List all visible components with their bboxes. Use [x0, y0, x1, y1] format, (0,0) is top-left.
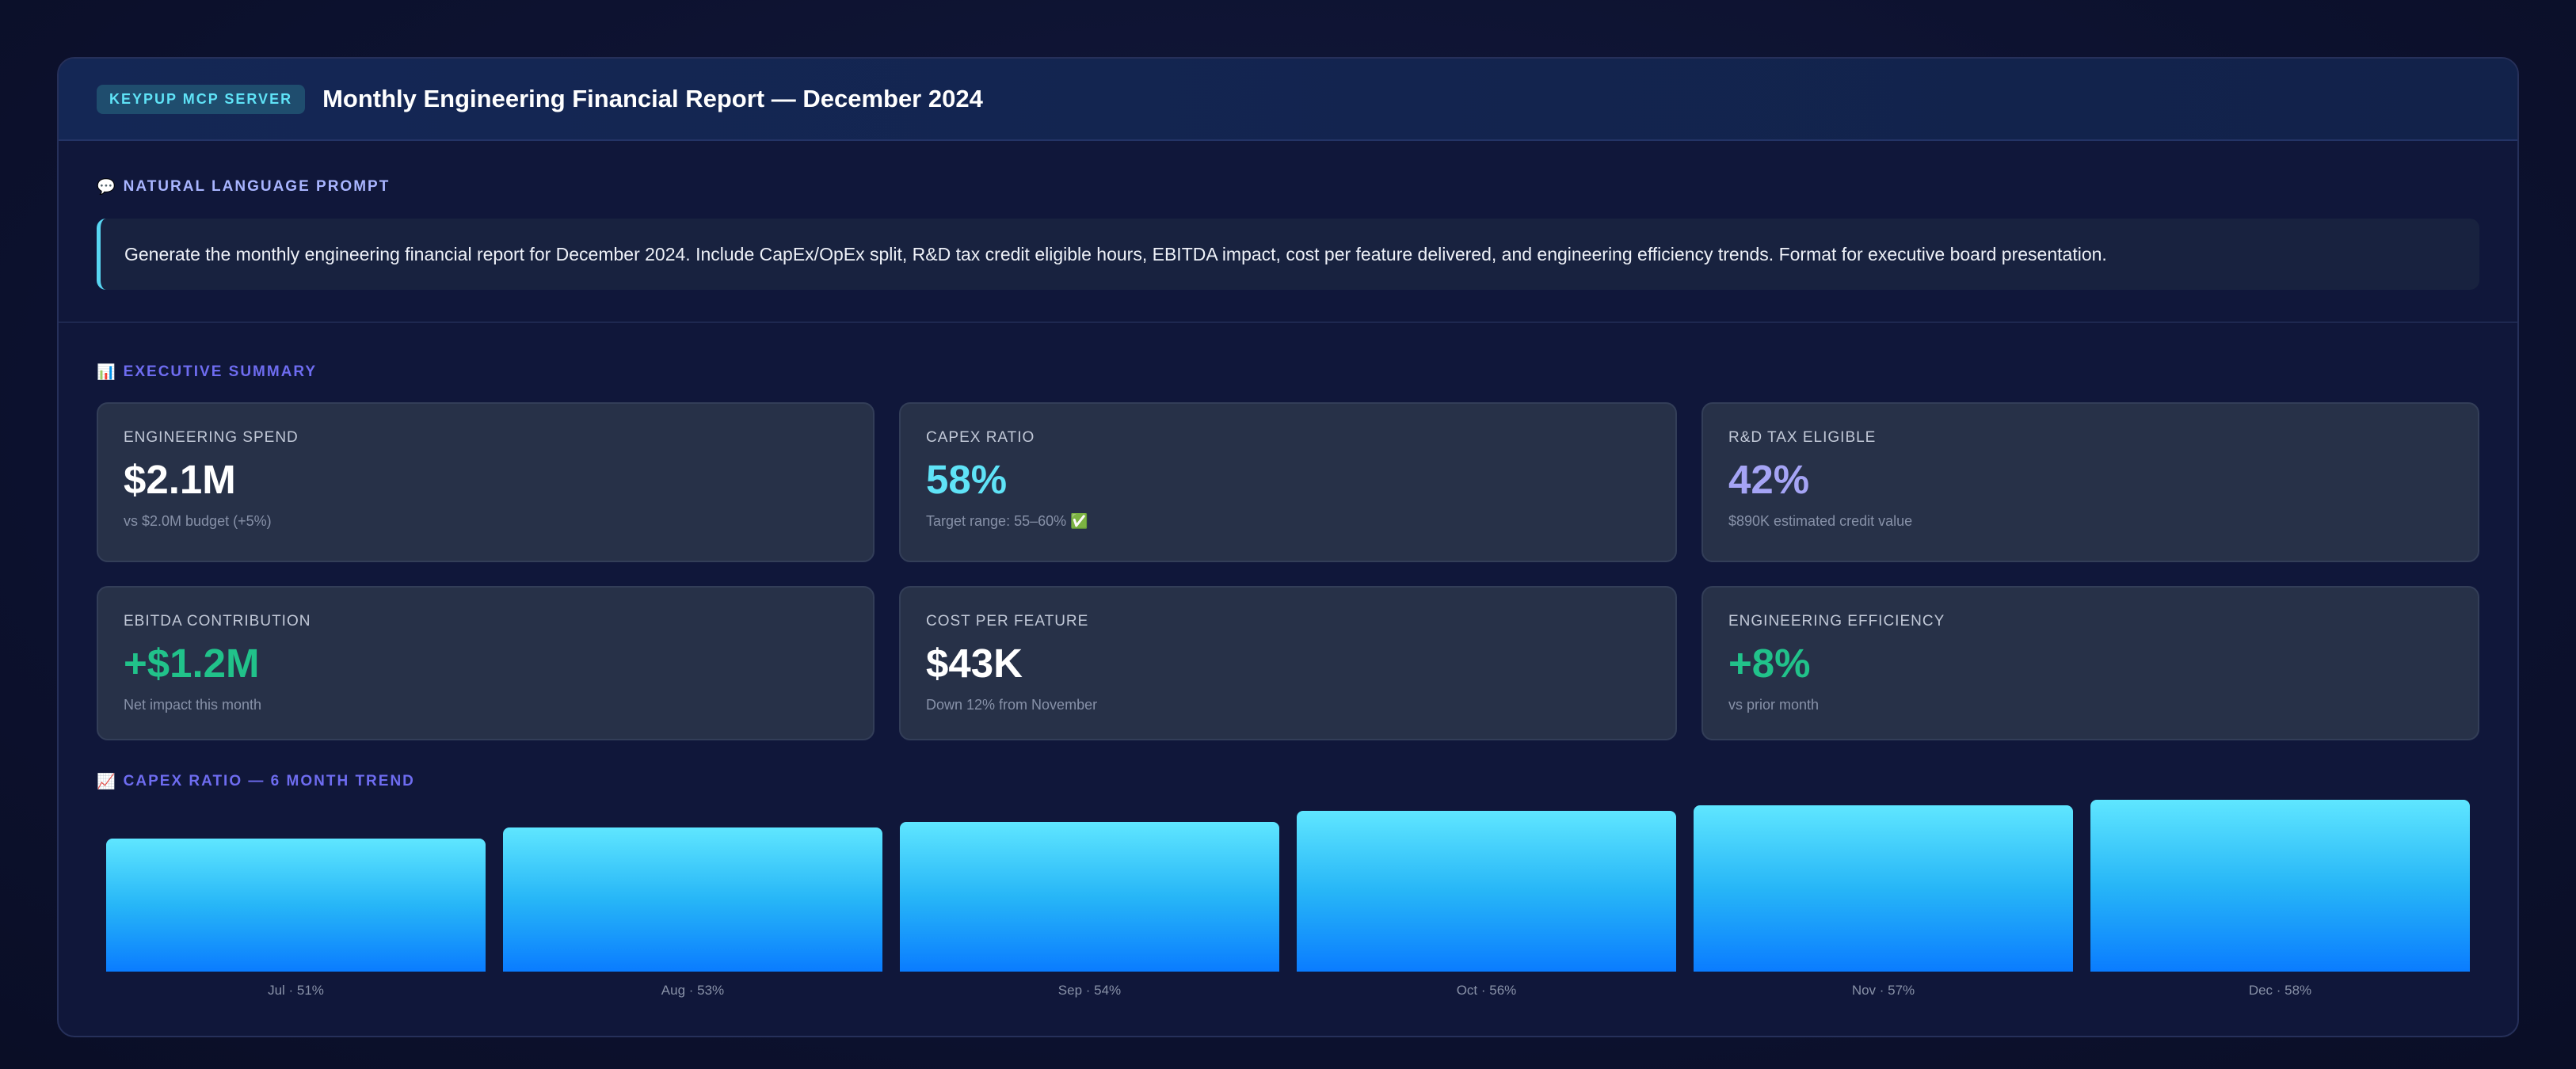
capex-trend-label: 📈 CAPEX RATIO — 6 MONTH TREND: [97, 772, 2479, 791]
kpi-cost-per-feature: COST PER FEATURE $43K Down 12% from Nove…: [899, 586, 1677, 740]
kpi-engineering-spend: ENGINEERING SPEND $2.1M vs $2.0M budget …: [97, 402, 875, 562]
report-title: Monthly Engineering Financial Report — D…: [322, 85, 983, 112]
trend-chart-icon: 📈: [97, 774, 117, 790]
speech-bubble-icon: 💬: [97, 179, 117, 196]
kpi-value: 42%: [1728, 457, 1810, 502]
report-card: KEYPUP MCP SERVER Monthly Engineering Fi…: [57, 57, 2519, 1037]
bar-label-jul: Jul · 51%: [268, 983, 324, 998]
kpi-label: R&D TAX ELIGIBLE: [1728, 429, 1877, 446]
kpi-value: +8%: [1728, 641, 1811, 686]
kpi-label: EBITDA CONTRIBUTION: [124, 613, 311, 630]
executive-summary-label-text: EXECUTIVE SUMMARY: [123, 363, 318, 380]
kpi-subtext: $890K estimated credit value: [1728, 513, 1913, 529]
kpi-label: ENGINEERING SPEND: [124, 429, 299, 446]
bar-label-sep: Sep · 54%: [1057, 983, 1122, 998]
bar-label-oct: Oct · 56%: [1456, 983, 1517, 998]
kpi-grid: ENGINEERING SPEND $2.1M vs $2.0M budget …: [97, 402, 2479, 740]
kpi-value: 58%: [926, 457, 1008, 502]
kpi-label: COST PER FEATURE: [926, 613, 1089, 630]
kpi-capex-ratio: CAPEX RATIO 58% Target range: 55–60% ✅: [899, 402, 1677, 562]
capex-trend-chart: Jul · 51% Aug · 53% Sep · 54% Oct · 56% Nov …: [97, 799, 2479, 1036]
capex-trend-section: 📈 CAPEX RATIO — 6 MONTH TREND Jul · 51% A…: [59, 740, 2517, 1036]
bar-chart-icon: 📊: [97, 364, 117, 381]
kpi-subtext: Net impact this month: [124, 697, 262, 713]
kpi-value: $2.1M: [124, 457, 236, 502]
bar-sep: [900, 822, 1279, 972]
bar-jul: [106, 839, 486, 972]
kpi-label: ENGINEERING EFFICIENCY: [1728, 613, 1945, 630]
executive-summary-label: 📊 EXECUTIVE SUMMARY: [97, 363, 2479, 382]
kpi-subtext: Down 12% from November: [926, 697, 1098, 713]
prompt-label-text: NATURAL LANGUAGE PROMPT: [123, 178, 391, 195]
kpi-rd-tax-eligible: R&D TAX ELIGIBLE 42% $890K estimated cre…: [1701, 402, 2479, 562]
kpi-subtext: Target range: 55–60% ✅: [926, 513, 1088, 529]
bar-label-dec: Dec · 58%: [2248, 983, 2312, 998]
capex-trend-label-text: CAPEX RATIO — 6 MONTH TREND: [123, 773, 415, 789]
server-badge: KEYPUP MCP SERVER: [97, 84, 306, 114]
bar-nov: [1694, 805, 2073, 972]
kpi-subtext: vs prior month: [1728, 697, 1820, 713]
executive-summary-section: 📊 EXECUTIVE SUMMARY ENGINEERING SPEND $2…: [59, 323, 2517, 740]
prompt-section: 💬 NATURAL LANGUAGE PROMPT Generate the m…: [59, 141, 2517, 323]
bar-aug: [503, 827, 882, 972]
kpi-value: +$1.2M: [124, 641, 260, 686]
kpi-subtext: vs $2.0M budget (+5%): [124, 513, 272, 529]
kpi-value: $43K: [926, 641, 1023, 686]
kpi-label: CAPEX RATIO: [926, 429, 1035, 446]
bar-oct: [1297, 811, 1676, 972]
kpi-engineering-efficiency: ENGINEERING EFFICIENCY +8% vs prior mont…: [1701, 586, 2479, 740]
prompt-section-label: 💬 NATURAL LANGUAGE PROMPT: [97, 177, 2479, 196]
kpi-ebitda-contribution: EBITDA CONTRIBUTION +$1.2M Net impact th…: [97, 586, 875, 740]
prompt-text: Generate the monthly engineering financi…: [97, 219, 2479, 290]
bar-dec: [2090, 800, 2470, 972]
bar-label-aug: Aug · 53%: [661, 983, 725, 998]
bar-label-nov: Nov · 57%: [1851, 983, 1915, 998]
report-header: KEYPUP MCP SERVER Monthly Engineering Fi…: [59, 59, 2517, 141]
